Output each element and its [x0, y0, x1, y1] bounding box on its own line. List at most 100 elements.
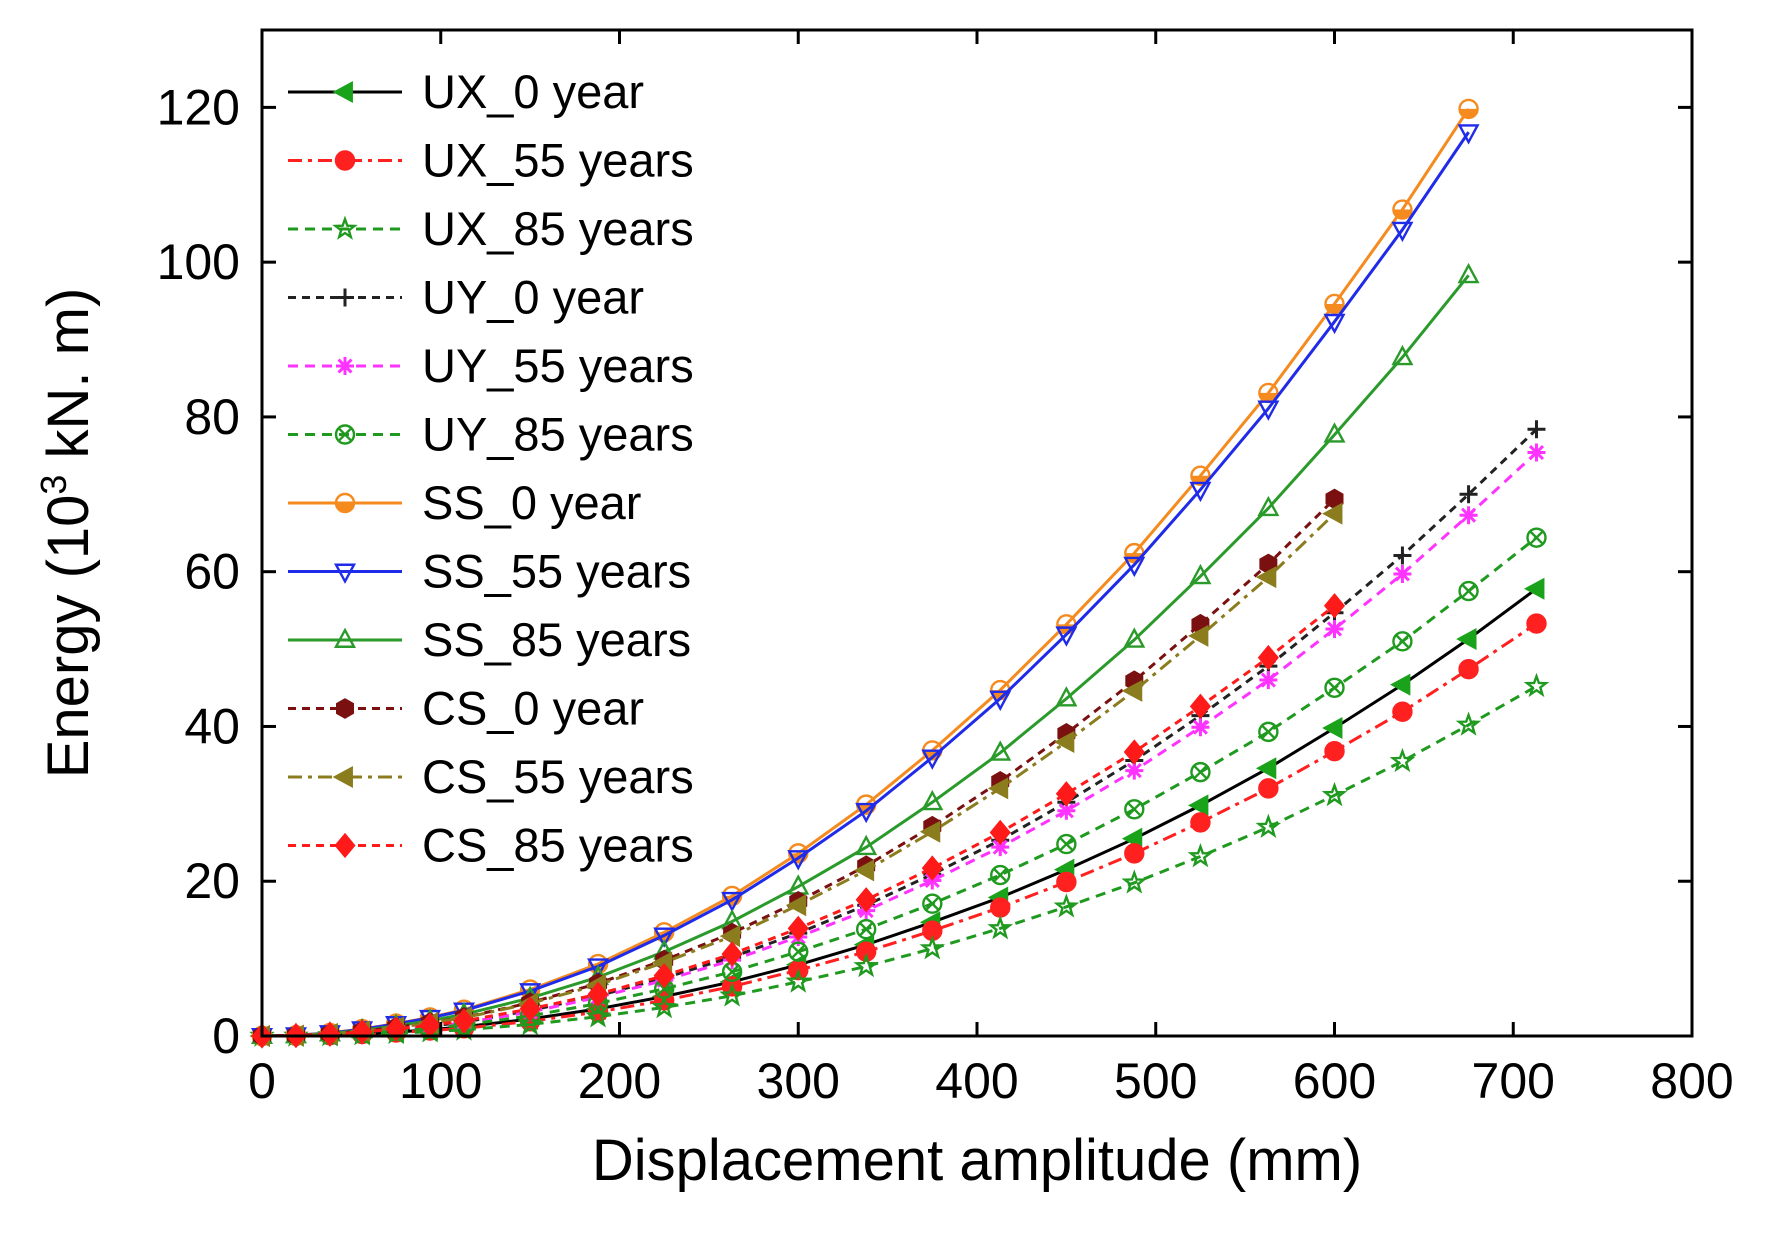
x-tick-label: 600: [1293, 1053, 1376, 1109]
data-point: [1523, 672, 1550, 698]
data-point: [1526, 527, 1547, 548]
y-tick-label: 40: [184, 698, 240, 754]
legend-entry: UX_0 year: [288, 65, 644, 118]
data-point: [653, 927, 676, 948]
legend-label: UX_85 years: [422, 202, 694, 255]
data-point: [1189, 693, 1211, 720]
legend-label: CS_85 years: [422, 819, 694, 872]
legend-label: UX_0 year: [422, 65, 644, 118]
data-point: [1055, 686, 1078, 707]
data-point: [989, 740, 1012, 761]
data-point: [585, 1003, 611, 1028]
data-point: [1056, 871, 1077, 893]
data-point: [855, 941, 877, 962]
series-line: [261, 131, 1470, 1038]
data-point: [1257, 644, 1279, 671]
legend-label: SS_85 years: [422, 613, 691, 666]
legend-entry: CS_55 years: [288, 750, 694, 803]
series-line: [261, 451, 1538, 1038]
legend-entry: UY_85 years: [288, 408, 694, 461]
data-point: [1458, 580, 1479, 602]
data-point: [1455, 711, 1482, 736]
data-point: [719, 925, 741, 948]
data-point: [1457, 124, 1480, 145]
y-axis-title: Energy (103 kN. m): [33, 288, 101, 779]
data-point: [1325, 619, 1344, 638]
data-point: [1056, 833, 1077, 855]
data-point: [1527, 420, 1546, 439]
data-point: [1390, 673, 1411, 696]
data-point: [1459, 506, 1478, 525]
y-tick-label: 120: [157, 79, 240, 135]
x-tick-label: 200: [578, 1053, 661, 1109]
data-point: [1324, 293, 1345, 315]
data-point: [1459, 485, 1478, 504]
data-point: [1322, 716, 1343, 740]
data-point: [1392, 631, 1413, 652]
data-point: [1257, 495, 1280, 517]
series-cs-85-years: [251, 593, 1346, 1049]
legend-entry: CS_0 year: [288, 682, 644, 735]
legend-label: UX_55 years: [422, 134, 694, 187]
data-point: [519, 983, 542, 1004]
data-point: [332, 765, 353, 789]
data-point: [1389, 747, 1416, 773]
data-point: [919, 935, 946, 960]
data-point: [1527, 443, 1546, 462]
data-point: [1257, 400, 1280, 421]
data-point: [855, 802, 878, 824]
data-point: [319, 1021, 341, 1047]
data-point: [1258, 721, 1279, 743]
data-point: [1456, 628, 1477, 651]
y-tick-label: 100: [157, 234, 240, 290]
data-point: [1255, 566, 1277, 589]
data-point: [853, 859, 875, 882]
data-point: [332, 215, 358, 240]
data-point: [1255, 813, 1282, 838]
data-point: [991, 838, 1010, 857]
data-point: [989, 819, 1011, 846]
data-point: [1392, 199, 1413, 220]
data-point: [1123, 627, 1146, 648]
y-tick-label: 60: [184, 544, 240, 600]
data-point: [1458, 98, 1479, 120]
data-point: [1124, 799, 1145, 820]
data-point: [1189, 563, 1212, 585]
data-point: [788, 941, 809, 962]
data-point: [721, 891, 744, 913]
data-point: [921, 749, 944, 770]
data-point: [987, 777, 1009, 800]
data-point: [332, 80, 353, 104]
data-point: [787, 915, 809, 942]
data-point: [1053, 893, 1080, 918]
data-point: [855, 919, 877, 940]
legend-entry: UY_0 year: [288, 271, 644, 324]
data-point: [987, 914, 1014, 940]
data-point: [855, 887, 877, 913]
data-point: [785, 968, 812, 993]
data-point: [336, 698, 354, 719]
x-tick-label: 400: [935, 1053, 1018, 1109]
legend-entry: UX_85 years: [288, 202, 694, 255]
data-point: [1323, 593, 1346, 619]
data-point: [721, 941, 743, 967]
data-point: [333, 627, 357, 648]
data-point: [1188, 794, 1209, 817]
data-point: [1190, 812, 1211, 833]
data-point: [990, 897, 1011, 918]
data-point: [855, 834, 878, 856]
data-point: [1391, 344, 1414, 366]
data-point: [334, 150, 356, 171]
series-line: [261, 512, 1336, 1038]
x-tick-label: 500: [1114, 1053, 1197, 1109]
data-point: [587, 958, 610, 979]
data-point: [1190, 761, 1211, 783]
data-point: [1526, 613, 1547, 634]
data-point: [919, 820, 941, 843]
series-uy-55-years: [253, 443, 1546, 1045]
x-tick-label: 700: [1472, 1053, 1555, 1109]
data-point: [853, 952, 879, 978]
data-point: [1121, 679, 1143, 702]
data-point: [1392, 701, 1413, 722]
data-point: [1258, 778, 1279, 799]
